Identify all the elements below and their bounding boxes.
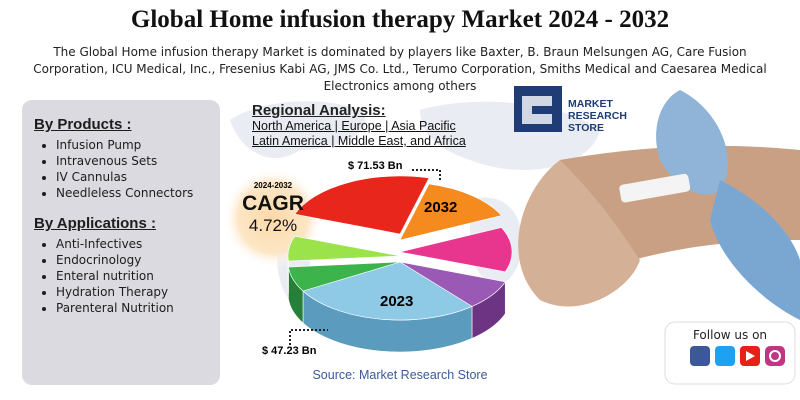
pie-slice <box>302 261 473 321</box>
list-item: Endocrinology <box>56 252 214 268</box>
subtitle: The Global Home infusion therapy Market … <box>33 45 767 93</box>
cagr-label: CAGR <box>242 192 304 215</box>
segments-panel: By Products : Infusion PumpIntravenous S… <box>22 100 220 385</box>
logo-icon <box>514 86 562 132</box>
list-item: Parenteral Nutrition <box>56 300 214 316</box>
pie-slice <box>399 227 513 273</box>
region-line: North America | Europe | Asia Pacific <box>252 119 456 133</box>
list-item: Enteral nutrition <box>56 268 214 284</box>
follow-text: Follow us on <box>692 328 768 342</box>
value-label: $ 71.53 Bn <box>348 160 403 172</box>
source: Source: Market Research Store <box>312 368 488 382</box>
logo-text: MARKET RESEARCH STORE <box>568 98 627 134</box>
cagr-period: 2024-2032 <box>253 181 293 190</box>
list-item: Needleless Connectors <box>56 185 214 201</box>
region-line: Latin America | Middle East, and Africa <box>252 134 466 148</box>
pie-3d <box>287 175 513 353</box>
list-item: Hydration Therapy <box>56 284 214 300</box>
pie-label: 2023 <box>380 293 414 310</box>
list-item: IV Cannulas <box>56 169 214 185</box>
pie-slice <box>399 183 503 241</box>
title: Global Home infusion therapy Market 2024… <box>130 6 670 33</box>
regional-analysis: Regional Analysis: North America | Europ… <box>252 102 466 149</box>
social-icons <box>690 346 785 366</box>
pie-slice <box>294 175 430 235</box>
pie-slice <box>288 261 401 292</box>
cagr-value: 4.72% <box>248 216 298 235</box>
application-list: Anti-InfectivesEndocrinologyEnteral nutr… <box>34 236 214 316</box>
hands-photo <box>518 90 800 320</box>
list-item: Anti-Infectives <box>56 236 214 252</box>
pie-slice <box>287 235 401 262</box>
pie-label: 2032 <box>424 199 458 216</box>
list-item: Intravenous Sets <box>56 153 214 169</box>
list-item: Infusion Pump <box>56 137 214 153</box>
section-heading: By Products : <box>34 116 132 133</box>
pointer <box>289 169 441 345</box>
product-list: Infusion PumpIntravenous SetsIV Cannulas… <box>34 137 214 201</box>
section-heading: By Applications : <box>34 215 156 232</box>
value-label: $ 47.23 Bn <box>262 345 317 357</box>
section-heading: Regional Analysis: <box>252 102 386 119</box>
